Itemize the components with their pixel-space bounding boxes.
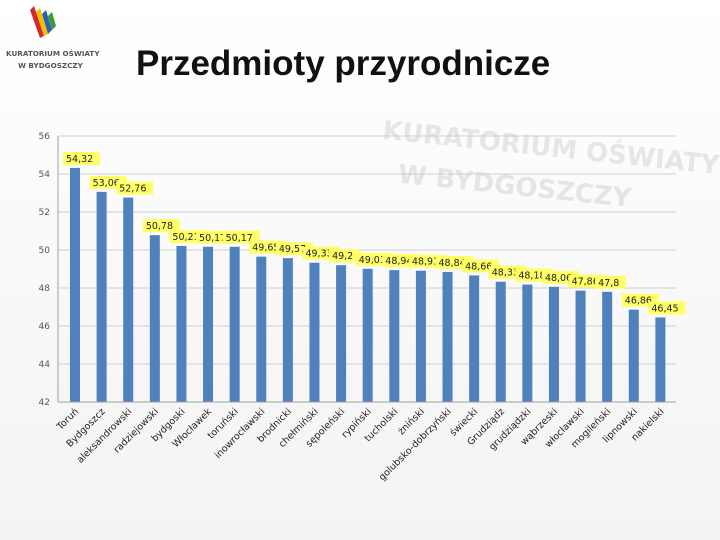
data-label: 54,32 [63, 151, 100, 165]
data-label: 50,17 [222, 230, 260, 244]
data-label-text: 50,17 [226, 233, 253, 244]
y-axis: 42 44 46 48 50 52 54 56 [39, 132, 59, 408]
bar [229, 246, 240, 402]
data-label-text: 46,45 [651, 303, 678, 314]
data-label-text: 50,78 [146, 221, 173, 232]
data-label-text: 49,2 [332, 251, 353, 262]
data-label-bg [595, 275, 626, 289]
bar [469, 275, 480, 402]
data-label: 49,2 [329, 249, 360, 263]
bar [176, 246, 187, 402]
y-tick-label: 42 [39, 398, 50, 408]
data-label-text: 54,32 [66, 154, 93, 165]
data-label-text: 48,94 [385, 256, 412, 267]
data-label-text: 50,21 [172, 232, 199, 243]
data-label: 46,45 [648, 301, 686, 315]
data-label-text: 47,86 [572, 277, 599, 288]
logo-line1: KURATORIUM OŚWIATY [6, 49, 100, 58]
data-label: 52,76 [116, 181, 154, 195]
logo-line2: W BYDGOSZCZY [18, 61, 84, 70]
data-label-text: 49,01 [359, 255, 386, 266]
bar [362, 268, 373, 402]
bar [70, 167, 80, 402]
data-label-bg [648, 301, 686, 315]
watermark: KURATORIUM OŚWIATY W BYDGOSZCZY [381, 114, 720, 214]
data-label-bg [63, 151, 100, 165]
logo: KURATORIUM OŚWIATY W BYDGOSZCZY [6, 6, 100, 70]
y-tick-label: 46 [39, 322, 51, 332]
bar [602, 291, 613, 402]
logo-stripe-blue [42, 10, 52, 34]
data-label-text: 50,17 [199, 233, 226, 244]
data-label: 50,78 [142, 219, 180, 233]
data-label-text: 52,76 [119, 184, 146, 195]
logo-stripe-yellow [36, 8, 48, 36]
y-tick-label: 50 [39, 246, 51, 256]
data-label-text: 48,06 [545, 273, 572, 284]
y-tick-label: 56 [39, 132, 51, 142]
bar [415, 270, 426, 402]
logo-stripe-red [30, 6, 44, 38]
data-label-text: 48,66 [465, 261, 492, 272]
y-tick-label: 48 [39, 284, 51, 294]
bar [575, 290, 586, 402]
bars [70, 167, 666, 402]
data-label-text: 46,86 [625, 296, 652, 307]
data-label-text: 49,65 [252, 243, 279, 254]
bar [336, 265, 347, 402]
bar [96, 191, 107, 402]
data-label-text: 47,8 [598, 278, 619, 289]
bar [495, 281, 506, 402]
bar [655, 317, 666, 402]
data-label: 47,8 [595, 275, 626, 289]
bar [282, 258, 293, 402]
kuratorium-book-logo-icon [30, 6, 56, 38]
data-label-text: 49,57 [279, 244, 306, 255]
bar [123, 197, 134, 402]
bar [522, 284, 533, 402]
logo-stripe-green [48, 12, 56, 30]
bar [389, 270, 400, 402]
data-label-text: 48,18 [518, 271, 545, 282]
bar [203, 246, 214, 402]
data-label-text: 49,33 [305, 249, 332, 260]
bar [442, 272, 453, 402]
data-label-bg [116, 181, 154, 195]
bar [256, 256, 267, 402]
data-label-bg [222, 230, 260, 244]
y-tick-label: 54 [39, 170, 51, 180]
data-label-text: 48,33 [492, 268, 519, 279]
y-tick-label: 44 [39, 360, 51, 370]
data-label-text: 48,84 [439, 258, 466, 269]
data-label-bg [329, 249, 360, 263]
data-label-text: 53,06 [93, 178, 120, 189]
bar [628, 309, 639, 402]
bar [548, 286, 559, 402]
data-label-bg [142, 219, 180, 233]
y-tick-label: 52 [39, 208, 50, 218]
bar [309, 262, 320, 402]
data-label-text: 48,91 [412, 257, 439, 268]
page-title: Przedmioty przyrodnicze [136, 44, 551, 83]
bar [149, 235, 160, 402]
x-axis: ToruńBydgoszczaleksandrowskiradziejowski… [54, 401, 676, 483]
